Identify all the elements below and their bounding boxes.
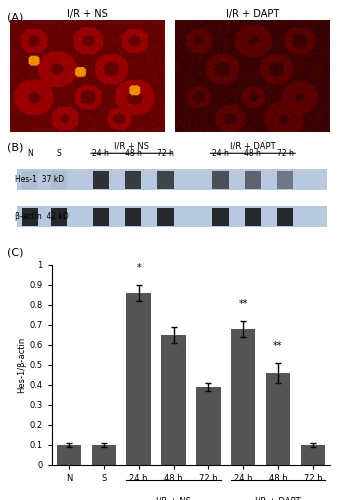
- Text: *: *: [136, 263, 141, 273]
- Text: I/R + NS: I/R + NS: [156, 497, 191, 500]
- Text: 72 h: 72 h: [157, 149, 174, 158]
- Bar: [93, 170, 109, 189]
- Text: (C): (C): [7, 248, 23, 258]
- Text: β-actin  42 kD: β-actin 42 kD: [15, 212, 69, 222]
- Text: Hes-1  37 kD: Hes-1 37 kD: [15, 176, 64, 184]
- Bar: [51, 170, 67, 189]
- Bar: [158, 170, 174, 189]
- Text: 48 h: 48 h: [244, 149, 261, 158]
- Bar: [22, 170, 38, 189]
- Bar: [245, 208, 261, 226]
- Title: I/R + NS: I/R + NS: [67, 9, 108, 19]
- Bar: [301, 445, 325, 465]
- Text: 48 h: 48 h: [125, 149, 142, 158]
- Bar: [266, 373, 290, 465]
- Text: 24 h: 24 h: [93, 149, 109, 158]
- Bar: [51, 208, 67, 226]
- Text: (A): (A): [7, 12, 23, 22]
- Text: S: S: [56, 149, 61, 158]
- Title: I/R + DAPT: I/R + DAPT: [226, 9, 279, 19]
- Bar: [57, 445, 81, 465]
- Bar: [231, 329, 255, 465]
- Text: I/R + DAPT: I/R + DAPT: [230, 142, 276, 151]
- Text: 24 h: 24 h: [212, 149, 229, 158]
- Bar: [277, 208, 293, 226]
- Y-axis label: Hes-1/β-actin: Hes-1/β-actin: [18, 337, 26, 393]
- Bar: [125, 170, 141, 189]
- Text: I/R + DAPT: I/R + DAPT: [255, 497, 301, 500]
- Bar: [92, 445, 116, 465]
- Bar: [245, 170, 261, 189]
- Bar: [17, 170, 327, 190]
- Bar: [213, 170, 229, 189]
- Bar: [213, 208, 229, 226]
- Bar: [17, 206, 327, 228]
- Text: 72 h: 72 h: [277, 149, 294, 158]
- Bar: [161, 335, 186, 465]
- Bar: [22, 208, 38, 226]
- Bar: [127, 293, 151, 465]
- Text: **: **: [273, 341, 283, 351]
- Text: I/R + NS: I/R + NS: [114, 142, 149, 151]
- Bar: [277, 170, 293, 189]
- Text: (B): (B): [7, 142, 23, 152]
- Bar: [125, 208, 141, 226]
- Text: N: N: [27, 149, 33, 158]
- Bar: [158, 208, 174, 226]
- Bar: [93, 208, 109, 226]
- Bar: [196, 387, 221, 465]
- Text: **: **: [238, 299, 248, 309]
